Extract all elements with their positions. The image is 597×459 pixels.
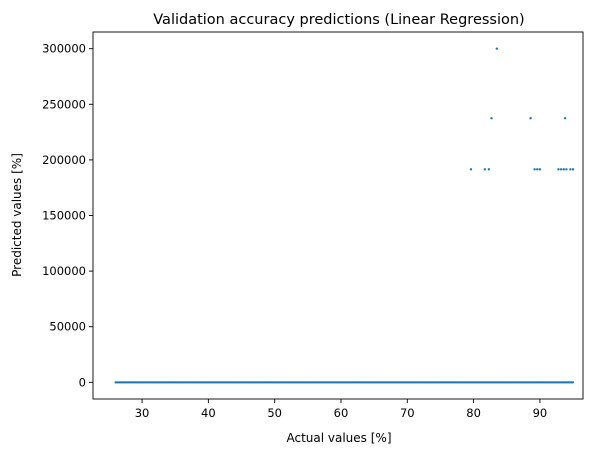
y-tick-label: 150000 bbox=[42, 209, 86, 223]
data-point bbox=[490, 116, 493, 120]
data-point bbox=[495, 47, 498, 50]
x-tick-label: 90 bbox=[533, 406, 548, 420]
data-point bbox=[536, 168, 539, 171]
data-point bbox=[562, 168, 565, 171]
x-tick-label: 70 bbox=[400, 406, 415, 420]
y-tick-label: 200000 bbox=[42, 153, 86, 167]
data-point bbox=[538, 168, 542, 171]
data-point bbox=[563, 116, 567, 120]
x-tick-label: 80 bbox=[466, 406, 481, 420]
x-tick-label: 30 bbox=[135, 406, 150, 420]
data-point bbox=[565, 168, 568, 171]
data-point bbox=[483, 168, 487, 171]
y-tick-label: 50000 bbox=[49, 320, 86, 334]
y-tick-label: 300000 bbox=[42, 42, 86, 56]
y-axis-label: Predicted values [%] bbox=[10, 153, 24, 277]
data-point bbox=[571, 168, 575, 171]
data-points bbox=[114, 47, 575, 384]
x-axis-ticks: 30 40 50 60 70 80 90 bbox=[135, 399, 547, 420]
data-point bbox=[557, 168, 560, 171]
data-point bbox=[533, 168, 536, 171]
y-axis-ticks: 0 50000 100000 150000 200000 250000 300000 bbox=[42, 42, 93, 389]
y-tick-label: 0 bbox=[79, 375, 86, 389]
chart-title: Validation accuracy predictions (Linear … bbox=[153, 12, 524, 28]
y-tick-label: 100000 bbox=[42, 264, 86, 278]
data-point bbox=[571, 381, 575, 384]
x-axis-label: Actual values [%] bbox=[286, 431, 391, 445]
x-tick-label: 60 bbox=[334, 406, 349, 420]
data-point bbox=[559, 168, 563, 171]
y-tick-label: 250000 bbox=[42, 97, 86, 111]
x-tick-label: 50 bbox=[267, 406, 282, 420]
data-point bbox=[569, 168, 572, 171]
x-tick-label: 40 bbox=[201, 406, 216, 420]
data-point bbox=[469, 168, 473, 171]
data-point bbox=[529, 116, 532, 120]
data-point bbox=[487, 168, 491, 171]
